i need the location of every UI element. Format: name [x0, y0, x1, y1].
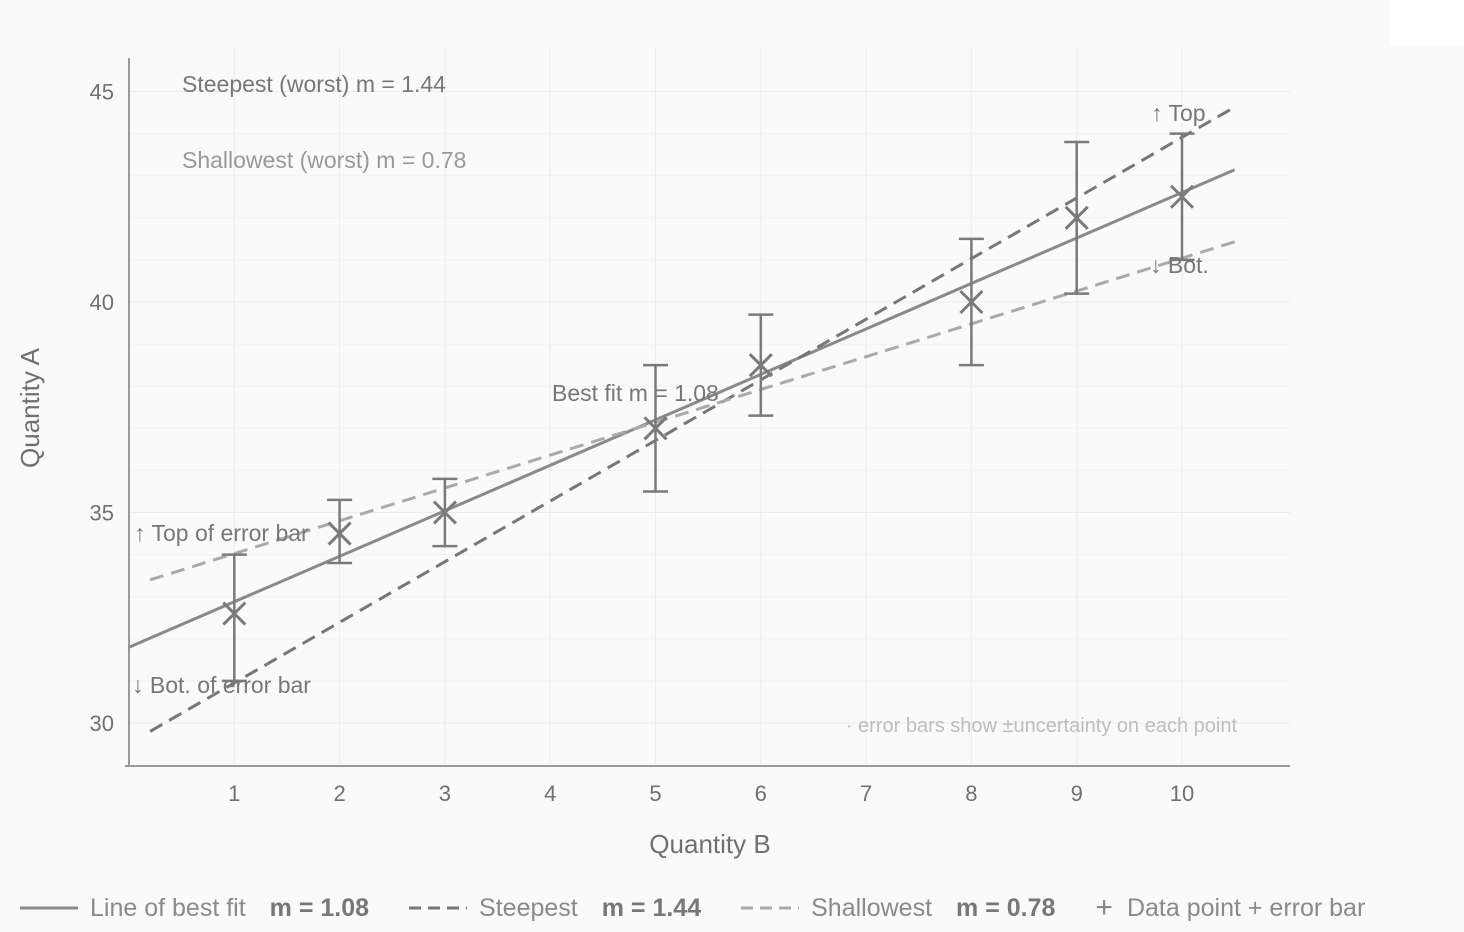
legend: Line of best fit m = 1.08 Steepest m = 1… [20, 888, 1365, 928]
data-point [1169, 132, 1195, 262]
x-tick-label: 1 [228, 781, 240, 806]
annotation-error-note: · error bars show ±uncertainty on each p… [846, 715, 1238, 737]
data-point [643, 363, 668, 493]
data-point [327, 498, 353, 565]
x-tick-label: 6 [755, 781, 767, 806]
x-tick-label: 8 [965, 781, 977, 806]
annotation-bot-of-error-bar: ↓ Bot. of error bar [132, 672, 311, 698]
annotation-bot-right: ↓ Bot. [1150, 252, 1209, 278]
data-point [958, 237, 984, 367]
legend-slope-steepest: m = 1.44 [601, 893, 702, 922]
data-points [221, 132, 1195, 683]
y-axis-title: Quantity A [15, 347, 45, 468]
x-tick-label: 7 [860, 781, 872, 806]
legend-label-steepest: Steepest [479, 893, 578, 922]
y-tick-label: 45 [90, 80, 114, 105]
plus-icon: + [1095, 891, 1113, 924]
data-point [748, 313, 774, 417]
corner-panel [1390, 0, 1464, 45]
legend-label-data-point: Data point + error bar [1126, 893, 1366, 922]
legend-slope-best-fit: m = 1.08 [269, 893, 370, 922]
legend-swatch-dash-light [741, 906, 800, 910]
y-tick-label: 40 [90, 290, 114, 315]
fit-lines [128, 105, 1236, 733]
legend-item-data-point: + Data point + error bar [1095, 893, 1365, 923]
annotation-best-fit: Best fit m = 1.08 [552, 380, 719, 406]
best-fit-line [128, 168, 1236, 649]
legend-item-shallowest: Shallowest m = 0.78 [741, 894, 1055, 923]
point-marker-x [748, 353, 773, 378]
point-marker-x [1064, 205, 1089, 230]
point-marker-x [1169, 184, 1195, 209]
x-tick-label: 10 [1170, 781, 1194, 806]
x-tick-label: 4 [544, 781, 556, 806]
data-point [221, 553, 247, 683]
annotation-top-of-error-bar: ↑ Top of error bar [134, 520, 309, 546]
legend-item-steepest: Steepest m = 1.44 [409, 894, 701, 923]
y-tick-label: 35 [90, 501, 114, 526]
legend-swatch-solid [20, 906, 78, 910]
point-marker-x [959, 289, 984, 315]
x-tick-label: 2 [333, 781, 345, 806]
annotation-top-right: ↑ Top [1151, 100, 1206, 126]
annotation-shallowest: Shallowest (worst) m = 0.78 [182, 147, 466, 173]
axes [125, 58, 1290, 767]
x-tick-label: 9 [1071, 781, 1083, 806]
x-tick-label: 5 [649, 781, 661, 806]
point-marker-x [327, 521, 352, 546]
annotation-steepest: Steepest (worst) m = 1.44 [182, 71, 446, 97]
legend-item-best-fit: Line of best fit m = 1.08 [20, 894, 369, 923]
data-point [432, 477, 458, 548]
steepest-line [149, 105, 1236, 733]
point-marker-x [432, 500, 457, 525]
x-tick-label: 3 [439, 781, 451, 806]
y-tick-label: 30 [90, 711, 114, 736]
point-marker-x [643, 416, 668, 441]
x-axis-title: Quantity B [649, 829, 770, 859]
legend-swatch-dash [409, 906, 468, 910]
point-marker-x [222, 601, 247, 626]
legend-slope-shallowest: m = 0.78 [956, 893, 1056, 922]
legend-label-best-fit: Line of best fit [90, 893, 246, 922]
data-point [1064, 140, 1090, 295]
legend-label-shallowest: Shallowest [811, 893, 933, 922]
